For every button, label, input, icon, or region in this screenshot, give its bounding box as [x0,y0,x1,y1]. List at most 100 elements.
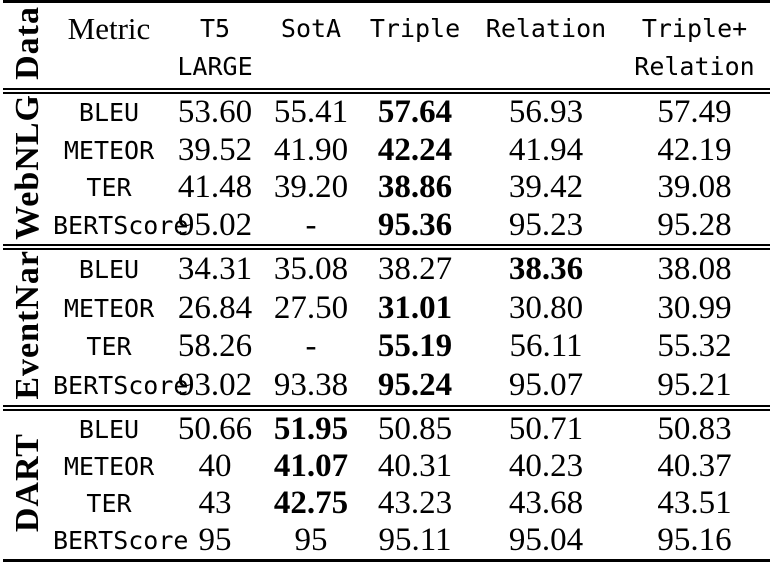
results-table: Data Metric T5 LARGE SotA Triple [3,0,770,562]
metric-cell: TER [86,488,132,518]
header-row: Data Metric T5 LARGE SotA Triple [3,2,770,88]
metric-cell: METEOR [63,135,155,165]
value-cell: 95.11 [378,521,452,558]
value-cell: 41.48 [177,169,253,206]
value-cell: 95.21 [657,367,732,404]
metric-cell: BLEU [78,255,140,285]
metric-cell: BERTScore [53,371,189,401]
value-cell: 95 [294,521,328,558]
table-row: TER 58.26 - 55.19 56.11 55.32 [3,328,770,367]
table-row: TER 43 42.75 43.23 43.68 43.51 [3,485,770,522]
table-row: DART BLEU 50.66 51.95 50.85 50.71 50.83 [3,410,770,532]
t5-header-line2: LARGE [177,52,253,81]
value-cell: 95.16 [657,521,732,558]
value-cell: 40 [198,447,232,484]
data-column-header: Data [9,5,46,80]
value-cell: 57.64 [377,93,453,130]
relation-header-label: Relation [485,14,607,43]
dataset-label: WebNLG [9,93,46,240]
value-cell: 40.23 [508,447,584,484]
dataset-label: DART [9,432,46,533]
value-cell: 56.93 [508,93,584,130]
value-cell: 55.41 [273,93,349,130]
value-cell: 41.90 [273,131,349,168]
value-cell: 95.07 [508,367,584,404]
value-cell: 43.51 [657,484,732,521]
header-cell-relation: Relation [473,2,619,88]
metric-cell: METEOR [63,293,155,323]
table-row: BERTScore 93.02 93.38 95.24 95.07 95.21 [3,366,770,405]
value-cell: 43.68 [508,484,584,521]
metric-cell: TER [86,173,132,203]
table-row: METEOR 40 41.07 40.31 40.23 40.37 [3,448,770,485]
group-webnlg: WebNLG BLEU 53.60 55.41 57.64 56.93 57.4… [3,94,770,245]
dataset-label-cell: EventNar [3,250,53,405]
value-cell: 41.94 [508,131,584,168]
value-cell: 26.84 [177,289,253,326]
value-cell: 35.08 [273,251,349,288]
value-cell: 38.36 [508,251,584,288]
value-cell: 93.38 [273,367,349,404]
value-cell: 42.19 [657,131,732,168]
value-cell: 31.01 [377,289,453,326]
value-cell: 50.83 [657,410,732,447]
metric-cell: TER [86,332,132,362]
group-dart: DART BLEU 50.66 51.95 50.85 50.71 50.83 … [3,411,770,561]
value-cell: - [305,206,317,243]
metric-cell: METEOR [63,451,155,481]
dataset-label-cell: DART [3,411,53,561]
double-rule [3,87,770,94]
value-cell: 57.49 [657,93,732,130]
table-row: WebNLG BLEU 53.60 55.41 57.64 56.93 57.4… [3,93,770,240]
triple-header-label: Triple [369,14,461,43]
header-cell-data: Data [3,2,53,88]
t5-header-line1: T5 [199,14,231,43]
value-cell: 39.42 [508,169,584,206]
table-row: METEOR 39.52 41.90 42.24 41.94 42.19 [3,131,770,169]
metric-cell: BLEU [78,414,140,444]
dataset-label: EventNar [9,250,46,400]
value-cell: 39.08 [657,169,732,206]
section-divider [3,87,770,94]
triple-relation-header-line1: Triple+ [641,14,748,43]
value-cell: 93.02 [177,367,253,404]
table-row: BERTScore 95.02 - 95.36 95.23 95.28 [3,207,770,245]
header-cell-triple-relation: Triple+ Relation [619,2,770,88]
header-cell-sota: SotA [265,2,357,88]
value-cell: 42.24 [377,131,453,168]
metric-cell: BERTScore [53,210,189,240]
table-row: METEOR 26.84 27.50 31.01 30.80 30.99 [3,289,770,328]
value-cell: 53.60 [177,93,253,130]
table-row: TER 41.48 39.20 38.86 39.42 39.08 [3,169,770,207]
double-rule [3,244,770,251]
metric-cell: BERTScore [53,525,189,555]
table-row: EventNar BLEU 34.31 35.08 38.27 38.36 38… [3,250,770,400]
value-cell: 38.27 [377,251,453,288]
value-cell: 43 [198,484,232,521]
dataset-label-cell: WebNLG [3,94,53,245]
header-cell-metric: Metric [53,2,165,88]
section-divider [3,244,770,251]
table-row: BERTScore 95 95 95.11 95.04 95.16 [3,522,770,561]
value-cell: 50.85 [377,410,453,447]
value-cell: 43.23 [377,484,453,521]
section-divider [3,404,770,411]
value-cell: 58.26 [177,328,253,365]
value-cell: 39.52 [177,131,253,168]
value-cell: 95.23 [508,206,584,243]
sota-header-label: SotA [280,14,342,43]
value-cell: 95.28 [657,206,732,243]
value-cell: 95.36 [377,206,453,243]
value-cell: 50.71 [508,410,584,447]
header-cell-t5-large: T5 LARGE [165,2,265,88]
metric-cell: BLEU [78,97,140,127]
value-cell: 51.95 [273,410,349,447]
value-cell: 34.31 [177,251,253,288]
value-cell: 55.19 [377,328,453,365]
value-cell: 55.32 [657,328,732,365]
value-cell: 95.02 [177,206,253,243]
group-eventnar: EventNar BLEU 34.31 35.08 38.27 38.36 38… [3,250,770,405]
value-cell: 40.31 [377,447,453,484]
value-cell: 38.08 [657,251,732,288]
value-cell: 95.24 [377,367,453,404]
